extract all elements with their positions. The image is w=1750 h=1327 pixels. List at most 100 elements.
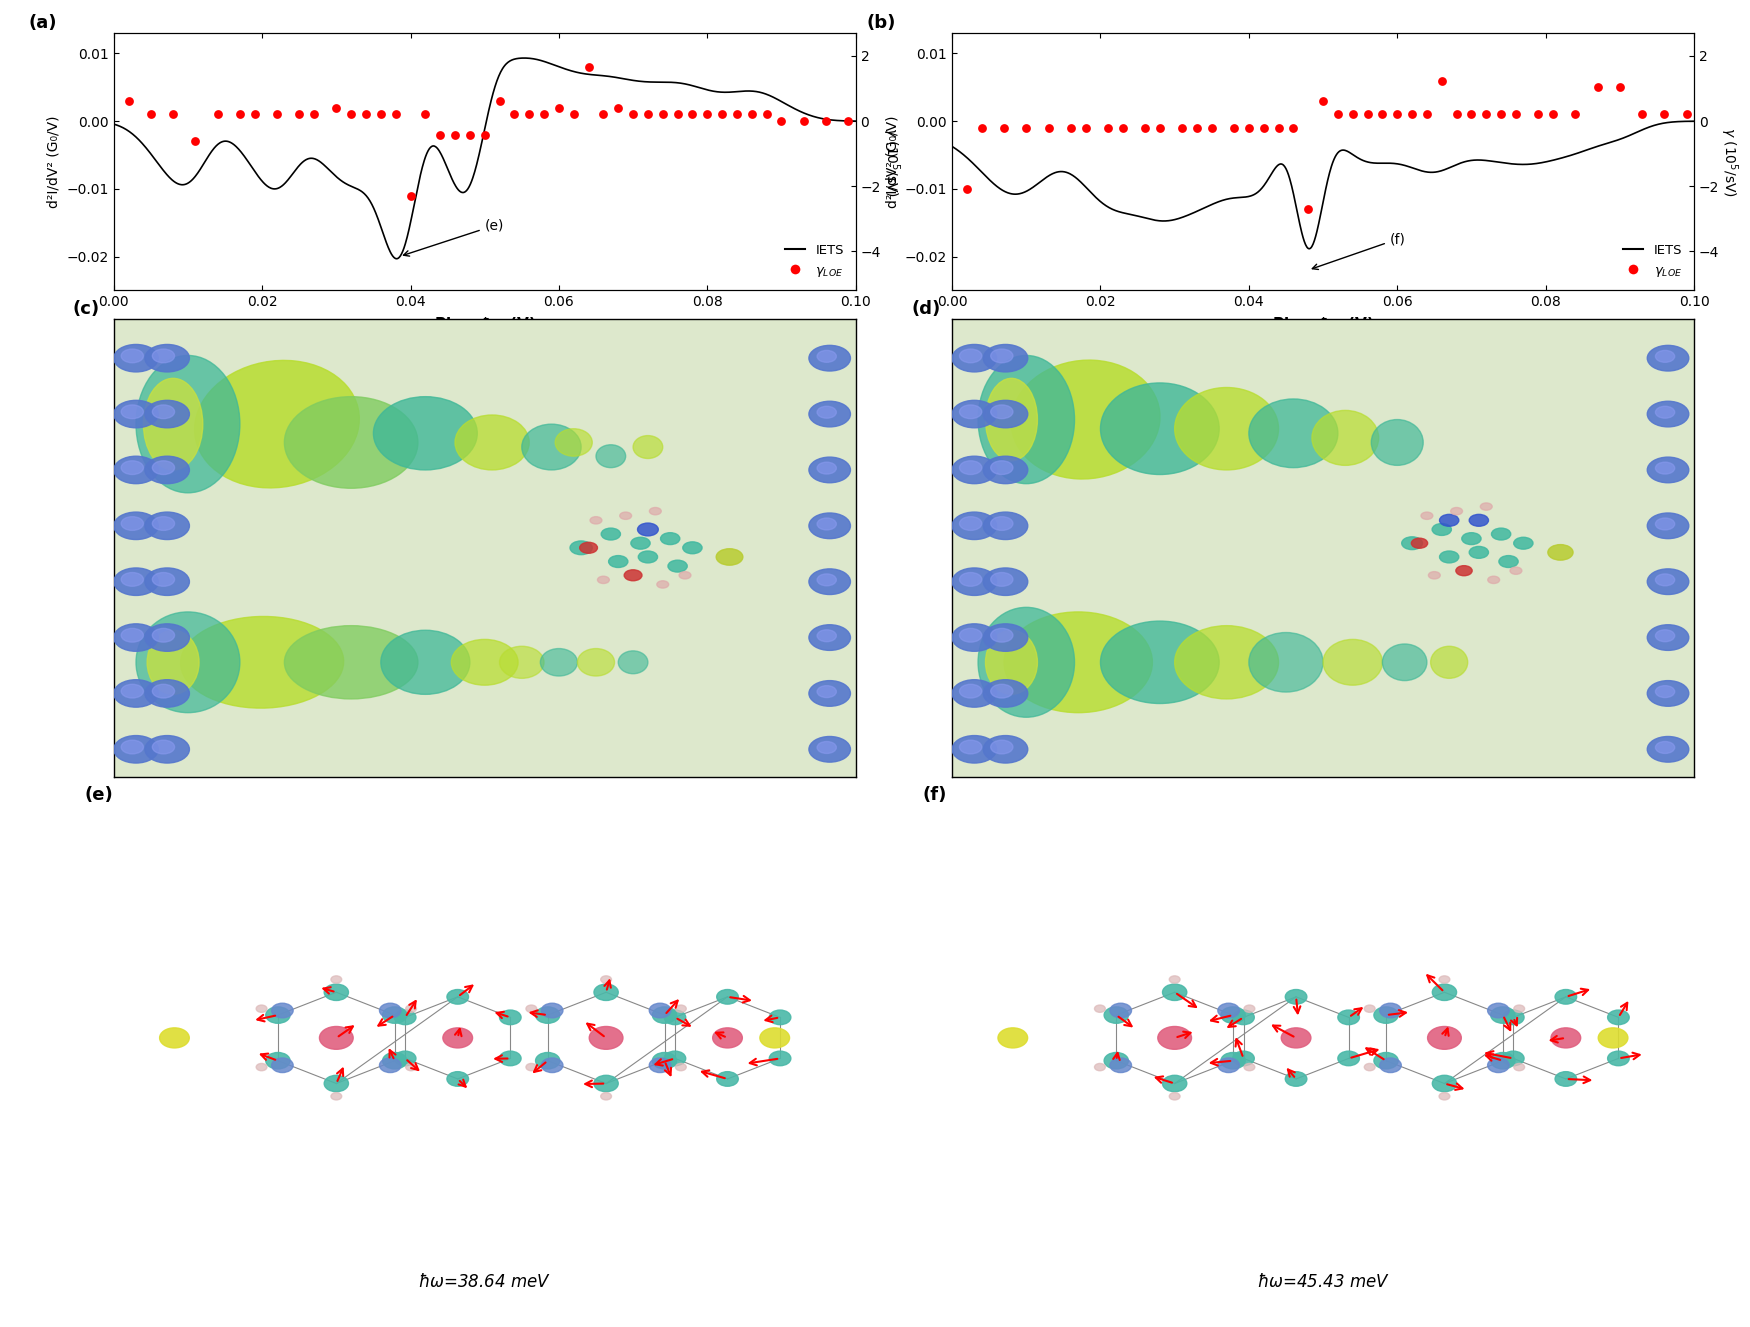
Circle shape [541, 1058, 564, 1072]
Text: (b): (b) [866, 15, 896, 32]
Ellipse shape [499, 646, 544, 678]
Y-axis label: d²I/dV² (G₀/V): d²I/dV² (G₀/V) [886, 115, 900, 208]
Circle shape [1432, 524, 1451, 535]
Circle shape [649, 507, 662, 515]
Circle shape [152, 572, 175, 587]
Circle shape [770, 1010, 791, 1024]
Point [1295, 199, 1323, 220]
Circle shape [1421, 512, 1433, 519]
Circle shape [668, 560, 688, 572]
Circle shape [817, 630, 836, 642]
Point [1650, 104, 1678, 125]
Circle shape [600, 975, 611, 983]
Circle shape [152, 460, 175, 475]
Circle shape [159, 1028, 189, 1048]
Ellipse shape [978, 608, 1074, 718]
Ellipse shape [985, 378, 1038, 460]
Circle shape [952, 735, 996, 763]
Point [835, 110, 863, 131]
Point [368, 104, 396, 125]
Point [1309, 90, 1337, 111]
Point [226, 104, 254, 125]
Circle shape [770, 1051, 791, 1066]
X-axis label: Bias, $\hbar\omega$ (V): Bias, $\hbar\omega$ (V) [1272, 314, 1374, 333]
Point [242, 104, 270, 125]
Circle shape [1104, 1007, 1129, 1023]
Ellipse shape [1432, 646, 1468, 678]
Point [203, 104, 231, 125]
Point [299, 104, 327, 125]
Point [1146, 117, 1174, 138]
Point [1428, 70, 1456, 92]
Circle shape [446, 990, 469, 1005]
Point [1339, 104, 1367, 125]
Circle shape [990, 349, 1013, 362]
Circle shape [1104, 1052, 1129, 1070]
Circle shape [1428, 572, 1440, 579]
Ellipse shape [1011, 360, 1160, 479]
Point [1458, 104, 1486, 125]
Point [649, 104, 677, 125]
Circle shape [145, 512, 189, 540]
Circle shape [1094, 1063, 1106, 1071]
Circle shape [952, 624, 996, 652]
Ellipse shape [1004, 612, 1153, 713]
Point [1673, 104, 1701, 125]
Circle shape [331, 1092, 341, 1100]
Circle shape [1647, 401, 1689, 427]
Circle shape [1488, 1058, 1508, 1072]
Point [1130, 117, 1158, 138]
Circle shape [1491, 1052, 1516, 1070]
Circle shape [1110, 1003, 1132, 1018]
Circle shape [959, 516, 982, 531]
Circle shape [145, 456, 189, 483]
Ellipse shape [455, 415, 528, 470]
Point [723, 104, 751, 125]
Circle shape [121, 629, 144, 642]
Point [1011, 117, 1040, 138]
Y-axis label: $\gamma$ (10$^5$/sV): $\gamma$ (10$^5$/sV) [1718, 127, 1740, 196]
Circle shape [808, 681, 850, 706]
Circle shape [1647, 345, 1689, 372]
Ellipse shape [555, 429, 592, 456]
Circle shape [1379, 1003, 1402, 1018]
Circle shape [1656, 462, 1675, 474]
Circle shape [527, 1005, 537, 1013]
Circle shape [1556, 1072, 1577, 1087]
Circle shape [1432, 985, 1456, 1001]
Circle shape [959, 685, 982, 698]
Point [1502, 104, 1530, 125]
Circle shape [952, 345, 996, 372]
Circle shape [255, 1063, 268, 1071]
Ellipse shape [285, 625, 418, 699]
Ellipse shape [1382, 644, 1426, 681]
Circle shape [1162, 1075, 1186, 1092]
Circle shape [997, 1028, 1027, 1048]
Circle shape [984, 345, 1027, 372]
Point [485, 90, 513, 111]
Circle shape [1438, 1092, 1449, 1100]
Circle shape [1094, 1005, 1106, 1013]
Circle shape [1647, 625, 1689, 650]
Circle shape [383, 1052, 406, 1070]
Circle shape [1374, 1052, 1398, 1070]
Circle shape [1232, 1010, 1255, 1024]
Circle shape [808, 401, 850, 427]
Circle shape [984, 735, 1027, 763]
Ellipse shape [1174, 625, 1279, 699]
Circle shape [990, 516, 1013, 531]
Circle shape [145, 401, 189, 427]
Circle shape [817, 406, 836, 418]
Circle shape [1556, 990, 1577, 1005]
Circle shape [1470, 547, 1489, 559]
Circle shape [1218, 1003, 1239, 1018]
Point [397, 184, 425, 206]
Circle shape [527, 1063, 537, 1071]
Circle shape [541, 1003, 564, 1018]
Circle shape [1428, 1027, 1461, 1050]
Circle shape [1647, 514, 1689, 539]
Text: (a): (a) [28, 15, 58, 32]
Circle shape [1337, 1010, 1360, 1024]
Point [1584, 77, 1612, 98]
Point [159, 104, 187, 125]
